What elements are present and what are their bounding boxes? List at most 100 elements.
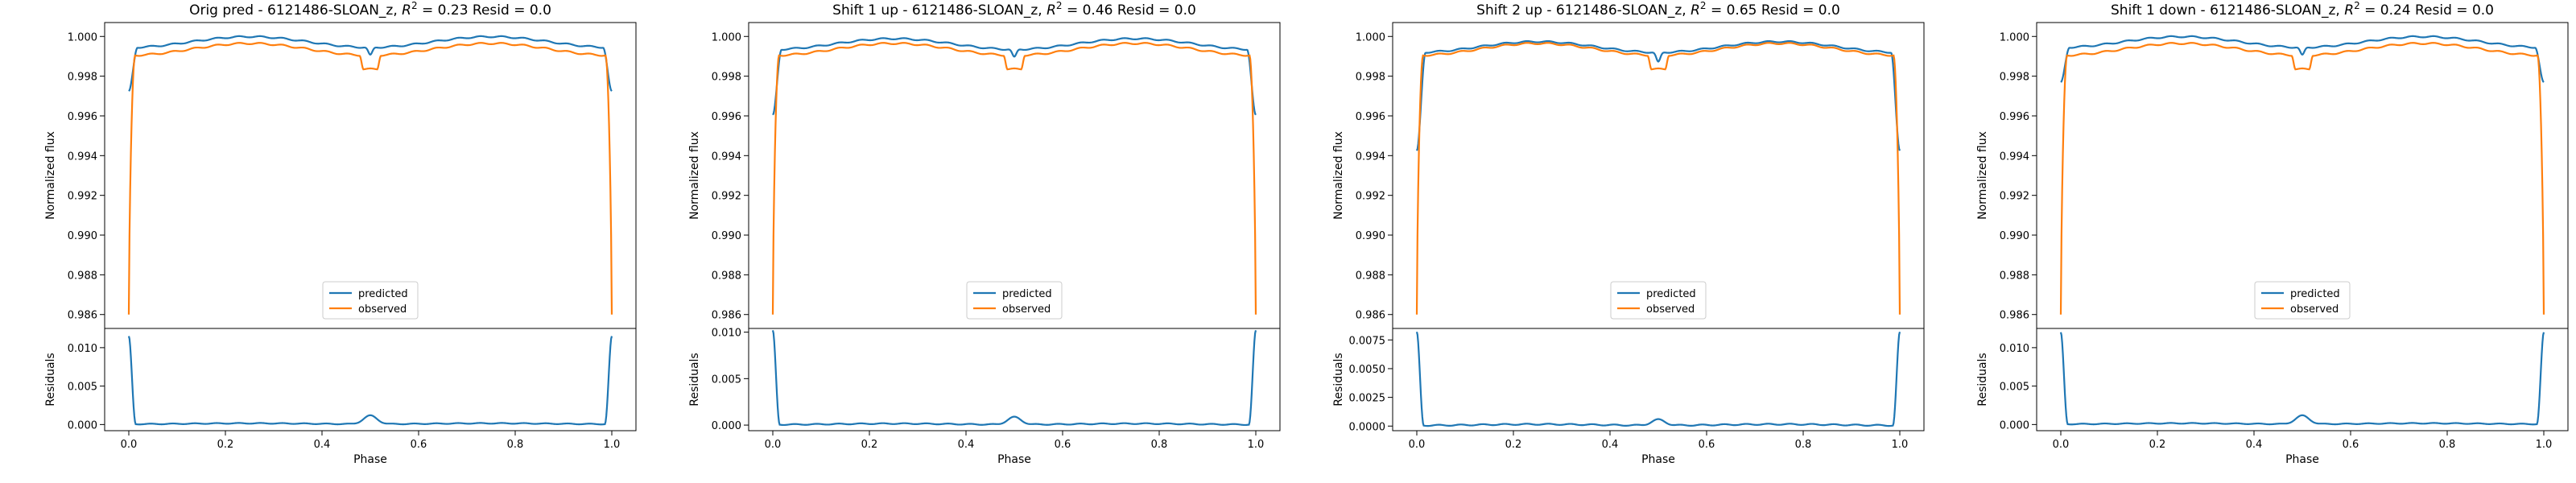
resid-axes-frame: [2036, 328, 2569, 431]
title-sup: 2: [1700, 0, 1707, 11]
title-rest: = 0.65 Resid = 0.0: [1707, 2, 1840, 19]
resid-ytick-label: 0.005: [712, 374, 741, 386]
resid-ylabel: Residuals: [688, 353, 701, 406]
flux-ylabel: Normalized flux: [1332, 131, 1345, 220]
legend-box: [1610, 281, 1707, 320]
title-prefix: Shift 1 up - 6121486-SLOAN_z,: [832, 2, 1046, 19]
flux-ytick-label: 0.992: [2000, 191, 2029, 203]
title-r: R: [1046, 2, 1056, 19]
xtick-label: 0.0: [765, 439, 782, 451]
xtick-label: 0.4: [314, 439, 331, 451]
subplot-1: Orig pred - 6121486-SLOAN_z, R2 = 0.23 R…: [44, 0, 637, 466]
flux-ytick-label: 0.998: [1356, 72, 1385, 84]
title-prefix: Shift 1 down - 6121486-SLOAN_z,: [2111, 2, 2344, 19]
flux-ytick-label: 0.994: [712, 151, 741, 163]
subplot-4: Shift 1 down - 6121486-SLOAN_z, R2 = 0.2…: [1976, 0, 2569, 466]
resid-axes-frame: [1392, 328, 1925, 431]
flux-ylabel: Normalized flux: [1976, 131, 1989, 220]
flux-ytick-label: 0.988: [1356, 270, 1385, 282]
x-axis-label: Phase: [2285, 453, 2319, 466]
observed-series-line: [127, 42, 613, 315]
flux-ytick-label: 0.996: [2000, 111, 2029, 123]
flux-ytick-label: 0.992: [712, 191, 741, 203]
legend-box: [2254, 281, 2351, 320]
xtick-label: 0.8: [1795, 439, 1812, 451]
flux-ytick-label: 0.988: [712, 270, 741, 282]
flux-ytick-label: 1.000: [712, 31, 741, 43]
legend-observed-label: observed: [1646, 303, 1695, 316]
resid-ytick-label: 0.000: [712, 420, 741, 432]
flux-ytick-label: 0.988: [2000, 270, 2029, 282]
predicted-series-line: [128, 35, 613, 92]
title-sup: 2: [1056, 0, 1063, 11]
x-axis-label: Phase: [1641, 453, 1675, 466]
resid-axes-frame: [748, 328, 1281, 431]
chart-title: Orig pred - 6121486-SLOAN_z, R2 = 0.23 R…: [189, 0, 551, 19]
resid-ytick-label: 0.0000: [1349, 421, 1386, 433]
xtick-label: 0.8: [2439, 439, 2456, 451]
flux-ylabel: Normalized flux: [688, 131, 701, 220]
flux-ytick-label: 0.996: [68, 111, 97, 123]
flux-ytick-label: 1.000: [68, 31, 97, 43]
xtick-label: 0.2: [861, 439, 878, 451]
title-sup: 2: [411, 0, 418, 11]
flux-ytick-label: 0.990: [2000, 230, 2029, 242]
legend-box: [322, 281, 419, 320]
resid-ylabel: Residuals: [1976, 353, 1989, 406]
observed-series-line: [2059, 42, 2545, 315]
resid-ytick-label: 0.0075: [1349, 335, 1386, 347]
xtick-label: 0.2: [2149, 439, 2166, 451]
legend: predicted observed: [2254, 281, 2351, 320]
xtick-label: 0.6: [411, 439, 427, 451]
chart-title: Shift 2 up - 6121486-SLOAN_z, R2 = 0.65 …: [1476, 0, 1840, 19]
xtick-label: 1.0: [1892, 439, 1909, 451]
xtick-label: 0.2: [217, 439, 234, 451]
flux-ytick-label: 0.990: [1356, 230, 1385, 242]
observed-series-line: [1415, 42, 1901, 315]
title-r: R: [2344, 2, 2354, 19]
resid-ytick-label: 0.0050: [1349, 364, 1386, 376]
xtick-label: 0.8: [507, 439, 524, 451]
title-prefix: Orig pred - 6121486-SLOAN_z,: [189, 2, 402, 19]
resid-ytick-label: 0.010: [2000, 343, 2029, 355]
xtick-label: 0.6: [1699, 439, 1715, 451]
legend-predicted-label: predicted: [2290, 288, 2340, 300]
flux-ylabel: Normalized flux: [44, 131, 57, 220]
resid-ytick-label: 0.005: [68, 382, 97, 394]
resid-ytick-label: 0.010: [712, 328, 741, 340]
resid-ytick-label: 0.0025: [1349, 393, 1386, 405]
xtick-label: 0.2: [1505, 439, 1522, 451]
flux-ytick-label: 0.990: [68, 230, 97, 242]
legend-observed-label: observed: [1002, 303, 1051, 316]
title-prefix: Shift 2 up - 6121486-SLOAN_z,: [1476, 2, 1690, 19]
flux-ytick-label: 0.986: [2000, 310, 2029, 322]
subplot-3: Shift 2 up - 6121486-SLOAN_z, R2 = 0.65 …: [1332, 0, 1925, 466]
xtick-label: 0.6: [2343, 439, 2359, 451]
legend-predicted-label: predicted: [1002, 288, 1052, 300]
legend: predicted observed: [966, 281, 1063, 320]
residual-series-line: [127, 336, 613, 426]
flux-ytick-label: 0.986: [712, 310, 741, 322]
xtick-label: 0.4: [958, 439, 975, 451]
title-r: R: [1690, 2, 1700, 19]
residual-series-line: [771, 330, 1257, 427]
observed-series-line: [771, 42, 1257, 315]
resid-ylabel: Residuals: [44, 353, 57, 406]
residual-series-line: [2059, 332, 2545, 426]
resid-ytick-label: 0.000: [68, 419, 97, 431]
xtick-label: 0.0: [121, 439, 138, 451]
resid-ytick-label: 0.010: [68, 343, 97, 355]
predicted-series-line: [2060, 35, 2545, 83]
xtick-label: 0.8: [1151, 439, 1168, 451]
xtick-label: 0.4: [1602, 439, 1619, 451]
xtick-label: 0.0: [2053, 439, 2070, 451]
flux-ytick-label: 0.994: [1356, 151, 1385, 163]
flux-ytick-label: 0.998: [68, 72, 97, 84]
chart-title: Shift 1 down - 6121486-SLOAN_z, R2 = 0.2…: [2111, 0, 2494, 19]
predicted-series-line: [772, 37, 1257, 116]
legend-observed-label: observed: [358, 303, 407, 316]
flux-ytick-label: 0.986: [68, 310, 97, 322]
flux-ytick-label: 0.986: [1356, 310, 1385, 322]
subplot-2: Shift 1 up - 6121486-SLOAN_z, R2 = 0.46 …: [688, 0, 1281, 466]
